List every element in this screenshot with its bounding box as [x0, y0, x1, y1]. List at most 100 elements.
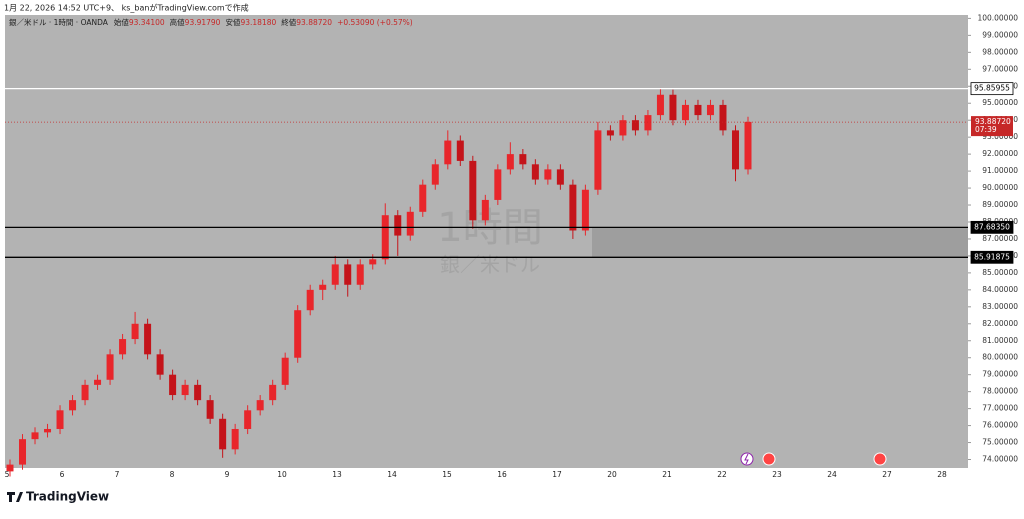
candle-body	[706, 104, 714, 116]
x-tick-label: 16	[497, 470, 507, 479]
x-tick-label: 20	[607, 470, 617, 479]
price-label-box	[970, 250, 1014, 264]
candle-body	[6, 464, 14, 472]
zone	[592, 227, 968, 258]
candle-body	[94, 379, 102, 385]
price-label-box	[970, 220, 1014, 234]
y-tick-label: 80.00000	[982, 353, 1018, 362]
candle-body	[456, 140, 464, 161]
y-tick-label: 99.00000	[982, 30, 1018, 39]
candle-body	[644, 115, 652, 131]
y-tick-label: 89.00000	[982, 200, 1018, 209]
candle-body	[494, 169, 502, 200]
price-label: 85.91875	[974, 252, 1010, 261]
candle-body	[119, 339, 127, 355]
candle-body	[631, 120, 639, 131]
candle-body	[531, 164, 539, 180]
candle-body	[519, 154, 527, 165]
event-icons	[740, 452, 887, 466]
logo: TradingView	[7, 490, 109, 504]
candle-body	[169, 374, 177, 396]
x-tick-label: 27	[882, 470, 892, 479]
candle-body	[606, 130, 614, 136]
header-close: 93.88720	[296, 18, 332, 27]
candle-body	[331, 264, 339, 285]
header-high-label: 高値	[170, 17, 185, 27]
x-tick-label: 28	[937, 470, 947, 479]
x-tick-label: 7	[115, 470, 120, 479]
y-tick-label: 90.00000	[982, 183, 1018, 192]
y-tick-label: 76.00000	[982, 421, 1018, 430]
candle-body	[469, 160, 477, 221]
candle-body	[56, 410, 64, 429]
candle-body	[619, 120, 627, 136]
candle-body	[719, 104, 727, 131]
y-tick-label: 85.00000	[982, 268, 1018, 277]
candle-body	[281, 357, 289, 385]
candle-body	[744, 121, 752, 170]
logo-mark	[7, 492, 23, 502]
y-tick-label: 91.00000	[982, 166, 1018, 175]
y-tick-label: 84.00000	[982, 285, 1018, 294]
y-tick-label: 75.00000	[982, 438, 1018, 447]
header-low-label: 安値	[225, 17, 240, 27]
y-tick-label: 74.00000	[982, 455, 1018, 464]
countdown: 07:39	[975, 125, 997, 134]
event-icon	[740, 452, 754, 466]
x-tick-label: 6	[60, 470, 65, 479]
price-label-box	[970, 82, 1014, 96]
y-tick-label: 98.00000	[982, 47, 1018, 56]
x-tick-label: 9	[225, 470, 230, 479]
y-tick-label: 81.00000	[982, 336, 1018, 345]
candle-body	[356, 264, 364, 285]
candle-body	[481, 199, 489, 221]
candle-body	[594, 130, 602, 190]
y-tick-label: 83.00000	[982, 302, 1018, 311]
candle-body	[369, 259, 377, 265]
candle-body	[294, 310, 302, 358]
x-tick-label: 10	[277, 470, 287, 479]
watermark-symbol: 銀／米ドル	[440, 253, 540, 277]
candle-body	[231, 428, 239, 450]
candle-body	[506, 154, 514, 170]
candle-body	[419, 184, 427, 212]
y-tick-label: 77.00000	[982, 404, 1018, 413]
candle-body	[681, 104, 689, 121]
candle-body	[194, 384, 202, 401]
y-tick-label: 79.00000	[982, 370, 1018, 379]
candle-body	[131, 323, 139, 340]
candle-body	[306, 289, 314, 311]
candle-body	[44, 428, 52, 433]
y-tick-label: 93.00000	[982, 132, 1018, 141]
candle-body	[569, 184, 577, 231]
symbol: 銀／米ドル · 1時間 · OANDA	[9, 17, 109, 27]
event-icon	[744, 453, 749, 465]
candle-body	[219, 418, 227, 450]
caption: 1月 22, 2026 14:52 UTC+9、 ks_banがTradingV…	[4, 3, 249, 13]
x-tick-label: 13	[332, 470, 342, 479]
candle-body	[31, 432, 39, 440]
x-tick-label: 22	[717, 470, 727, 479]
x-tick-label: 24	[827, 470, 837, 479]
candle-body	[544, 169, 552, 180]
price-label: 87.68350	[974, 222, 1010, 231]
candle-body	[144, 323, 152, 355]
y-tick-label: 95.00000	[982, 98, 1018, 107]
candle-body	[394, 215, 402, 236]
header-high: 93.91790	[185, 18, 221, 27]
candle-body	[556, 169, 564, 185]
candle-body	[319, 284, 327, 290]
candle-body	[344, 264, 352, 285]
candle-body	[431, 164, 439, 185]
last-price-label: 93.88720	[975, 117, 1011, 126]
x-tick-label: 17	[552, 470, 562, 479]
candle-body	[156, 354, 164, 375]
candle-body	[269, 384, 277, 401]
header-close-label: 終値	[281, 17, 296, 27]
last-price-box	[971, 116, 1013, 137]
event-icon	[762, 452, 776, 466]
candle-body	[106, 354, 114, 380]
y-tick-label: 97.00000	[982, 64, 1018, 73]
y-tick-label: 78.00000	[982, 387, 1018, 396]
